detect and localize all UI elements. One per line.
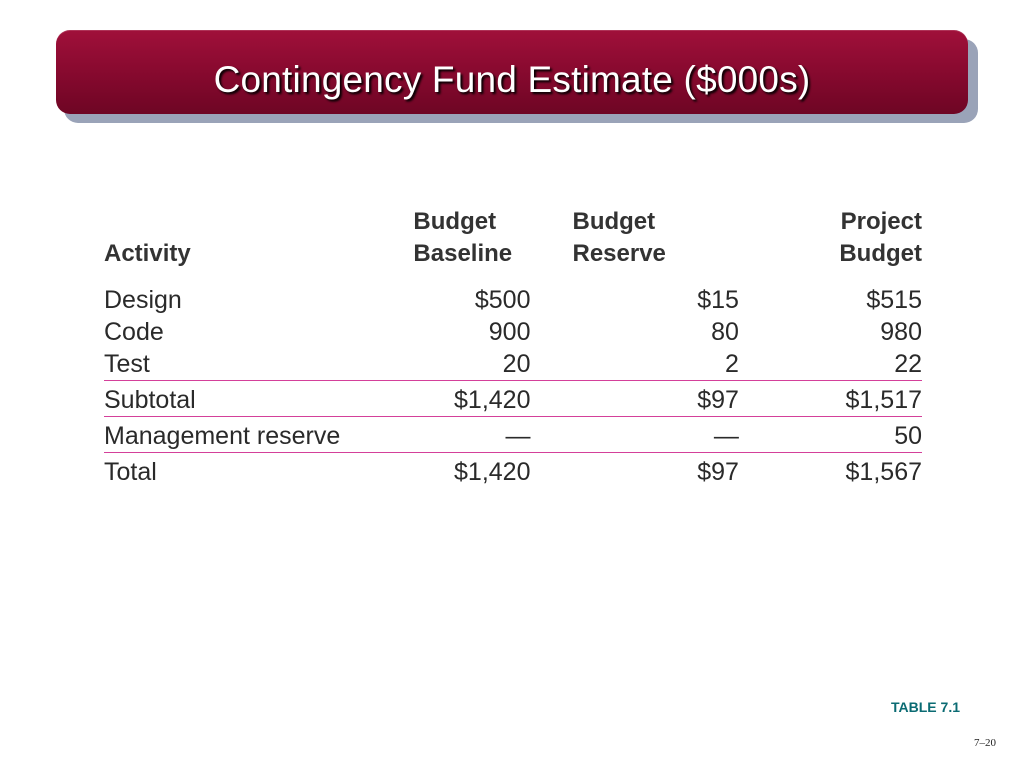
cell-baseline: $1,420 [371, 380, 531, 417]
table-label: TABLE 7.1 [891, 699, 960, 715]
cell-activity: Code [104, 318, 164, 346]
cell-reserve: $15 [697, 286, 739, 314]
cell-reserve: $97 [530, 452, 739, 488]
header-budget-baseline: Budget Baseline [371, 206, 530, 284]
cell-reserve: 80 [711, 318, 739, 346]
cell-project: $1,567 [738, 452, 922, 488]
header-reserve-line1: Budget [572, 208, 656, 235]
cell-activity: Management reserve [104, 416, 372, 453]
header-baseline-line1: Budget [413, 208, 497, 235]
header-project-line2: Budget [839, 240, 922, 267]
cell-activity: Total [104, 452, 372, 488]
header-project-line1: Project [840, 208, 922, 235]
table-row: Test 20 2 22 [104, 348, 922, 381]
header-activity: Activity [104, 206, 371, 284]
cell-reserve: $97 [530, 380, 739, 417]
slide-title: Contingency Fund Estimate ($000s) [213, 59, 811, 100]
header-budget-reserve: Budget Reserve [530, 206, 738, 284]
cell-reserve: 2 [725, 350, 739, 378]
cell-baseline: $1,420 [371, 452, 531, 488]
table-row-subtotal: Subtotal $1,420 $97 $1,517 [104, 380, 922, 417]
cell-project: 980 [880, 318, 922, 346]
table-row: Design $500 $15 $515 [104, 284, 922, 316]
cell-reserve: — [530, 416, 739, 453]
cell-baseline: 20 [502, 350, 531, 378]
table-row-total: Total $1,420 $97 $1,567 [104, 452, 922, 488]
header-activity-label: Activity [104, 240, 191, 267]
cell-activity: Design [104, 286, 182, 314]
header-reserve-line2: Reserve [572, 240, 666, 267]
cell-activity: Subtotal [104, 380, 372, 417]
table-row: Code 900 80 980 [104, 316, 922, 348]
cell-baseline: $500 [474, 286, 531, 314]
cell-project: $515 [866, 286, 922, 314]
header-project-budget: Project Budget [739, 206, 922, 284]
cell-project: 50 [738, 416, 922, 453]
header-baseline-line2: Baseline [413, 240, 513, 267]
cell-baseline: — [371, 416, 531, 453]
cell-project: $1,517 [738, 380, 922, 417]
table-header-row: Activity Budget Baseline Budget Reserve … [104, 206, 922, 284]
page-number: 7–20 [974, 737, 996, 749]
cell-baseline: 900 [488, 318, 531, 346]
table-row-management-reserve: Management reserve — — 50 [104, 416, 922, 453]
cell-project: 22 [894, 350, 922, 378]
cell-activity: Test [104, 350, 150, 378]
contingency-table: Activity Budget Baseline Budget Reserve … [104, 206, 922, 488]
title-bar: Contingency Fund Estimate ($000s) [56, 30, 968, 114]
